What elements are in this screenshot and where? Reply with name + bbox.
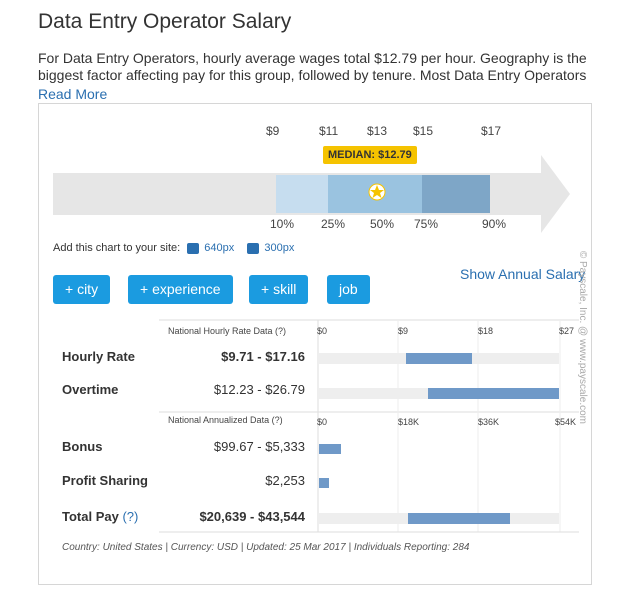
total-pay-label: Total Pay (?) [62, 509, 138, 524]
bonus-bar [319, 444, 341, 454]
overtime-value: $12.23 - $26.79 [213, 382, 305, 397]
annual-axis-36k: $36K [478, 417, 500, 427]
add-chart-text: Add this chart to your site: [53, 242, 181, 254]
pct-10: 10% [270, 217, 295, 231]
hourly-section-header: National Hourly Rate Data (?) [168, 326, 287, 336]
skill-button[interactable]: + skill [249, 275, 309, 304]
tick-9: $9 [266, 124, 280, 138]
pct-75: 75% [414, 217, 439, 231]
annual-axis-18k: $18K [398, 417, 420, 427]
overtime-bar [428, 388, 559, 399]
hourly-rate-bar [406, 353, 472, 364]
bonus-value: $99.67 - $5,333 [213, 439, 305, 454]
tick-15: $15 [413, 124, 434, 138]
band-10-25 [276, 175, 328, 213]
pct-25: 25% [321, 217, 346, 231]
total-pay-help-link[interactable]: (?) [122, 509, 139, 524]
add-chart-row: Add this chart to your site: 640px 300px [53, 242, 294, 254]
page-title: Data Entry Operator Salary [38, 10, 292, 33]
profit-sharing-value: $2,253 [265, 473, 305, 488]
bonus-label: Bonus [62, 439, 103, 454]
hourly-rate-label: Hourly Rate [62, 349, 135, 364]
hourly-rate-value: $9.71 - $17.16 [221, 349, 305, 364]
data-footer: Country: United States | Currency: USD |… [62, 542, 470, 553]
watermark: © Payscale, Inc. @ www.payscale.com [577, 250, 588, 424]
total-pay-bar [408, 513, 510, 524]
pct-50: 50% [370, 217, 395, 231]
city-button[interactable]: + city [53, 275, 111, 304]
experience-button[interactable]: + experience [128, 275, 233, 304]
annual-axis-0: $0 [317, 417, 328, 427]
read-more-link[interactable]: Read More [38, 86, 108, 102]
embed-icon [247, 242, 260, 254]
annual-section-header: National Annualized Data (?) [168, 415, 283, 425]
band-75-90 [422, 175, 490, 213]
tick-11: $11 [319, 124, 339, 138]
profit-sharing-label: Profit Sharing [62, 473, 148, 488]
hourly-axis-9: $9 [398, 326, 409, 336]
job-button[interactable]: job [327, 275, 370, 304]
total-pay-text: Total Pay [62, 509, 119, 524]
pct-90: 90% [482, 217, 507, 231]
median-star [370, 185, 384, 198]
salary-range-chart [53, 155, 570, 233]
profit-sharing-bar [319, 478, 329, 488]
tick-17: $17 [481, 124, 502, 138]
overtime-label: Overtime [62, 382, 119, 397]
show-annual-salary-link[interactable]: Show Annual Salary [460, 266, 586, 282]
hourly-axis-18: $18 [478, 326, 494, 336]
embed-icon [187, 242, 200, 254]
intro-text: For Data Entry Operators, hourly average… [38, 50, 587, 83]
hourly-axis-0: $0 [317, 326, 328, 336]
total-pay-value: $20,639 - $43,544 [199, 509, 305, 524]
tick-13: $13 [367, 124, 388, 138]
hourly-axis-27: $27 [559, 326, 575, 336]
salary-card: $9 $11 $13 $15 $17 MEDIAN: $12.79 10% 25… [38, 103, 592, 585]
embed-640-link[interactable]: 640px [204, 242, 235, 254]
embed-300-link[interactable]: 300px [264, 242, 295, 254]
annual-axis-54k: $54K [555, 417, 577, 427]
median-badge: MEDIAN: $12.79 [323, 146, 417, 164]
